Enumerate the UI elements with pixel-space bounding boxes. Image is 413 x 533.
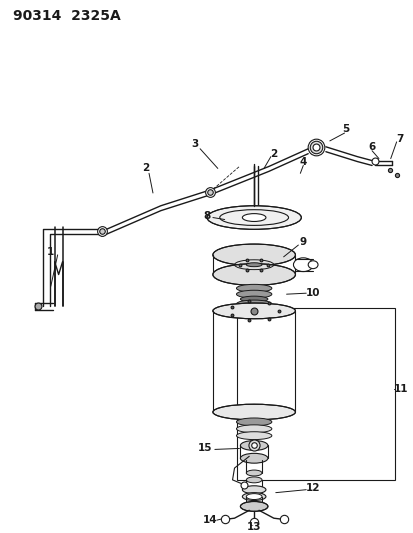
Text: 14: 14 (202, 515, 217, 525)
Ellipse shape (236, 290, 271, 298)
Ellipse shape (240, 296, 267, 302)
Ellipse shape (236, 425, 271, 433)
Ellipse shape (212, 244, 295, 265)
Ellipse shape (212, 303, 295, 319)
Ellipse shape (240, 441, 267, 450)
Ellipse shape (307, 261, 317, 269)
Text: 1: 1 (47, 247, 54, 257)
Ellipse shape (240, 454, 267, 463)
Ellipse shape (212, 264, 295, 285)
Ellipse shape (236, 284, 271, 292)
Text: 8: 8 (203, 211, 210, 221)
Text: 2: 2 (142, 164, 150, 173)
Ellipse shape (242, 214, 265, 222)
Ellipse shape (242, 492, 265, 500)
Ellipse shape (246, 494, 261, 499)
Text: 6: 6 (368, 142, 375, 152)
Text: 7: 7 (395, 134, 402, 144)
Text: 10: 10 (305, 288, 320, 298)
Text: 3: 3 (191, 139, 198, 149)
Text: 13: 13 (246, 522, 261, 532)
Ellipse shape (246, 470, 261, 476)
Text: 2: 2 (270, 149, 277, 159)
Text: 15: 15 (197, 443, 212, 454)
Ellipse shape (236, 300, 271, 308)
Text: 5: 5 (341, 124, 348, 134)
Ellipse shape (206, 206, 301, 229)
Text: 90314  2325A: 90314 2325A (13, 9, 121, 23)
Ellipse shape (293, 258, 312, 272)
Ellipse shape (246, 477, 261, 483)
Ellipse shape (242, 486, 265, 494)
Bar (237, 308, 394, 480)
Text: 4: 4 (299, 157, 306, 166)
Ellipse shape (246, 263, 261, 266)
Text: 12: 12 (305, 483, 320, 492)
Ellipse shape (240, 502, 267, 511)
Ellipse shape (212, 404, 295, 420)
Ellipse shape (236, 432, 271, 440)
Text: 9: 9 (299, 237, 306, 247)
Ellipse shape (236, 418, 271, 426)
Text: 11: 11 (393, 384, 408, 394)
